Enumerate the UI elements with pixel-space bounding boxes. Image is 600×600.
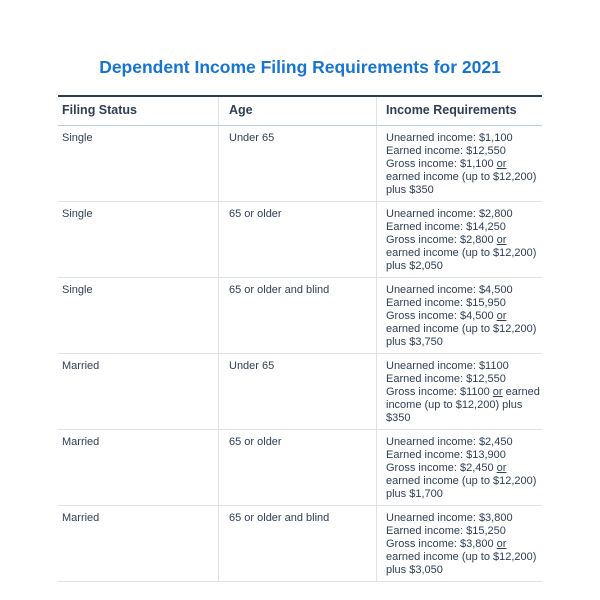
gross-text-post: earned income (up to $12,200) plus $2,05… — [386, 247, 537, 272]
gross-text-pre: Gross income: $3,800 — [386, 538, 497, 550]
income-cell: Unearned income: $3,800 Earned income: $… — [376, 506, 542, 581]
column-header-income-requirements: Income Requirements — [376, 97, 542, 125]
table-row: Single 65 or older Unearned income: $2,8… — [58, 202, 542, 278]
gross-text-pre: Gross income: $2,800 — [386, 234, 497, 246]
income-cell: Unearned income: $2,800 Earned income: $… — [376, 202, 542, 277]
income-cell: Unearned income: $4,500 Earned income: $… — [376, 278, 542, 353]
income-line-gross: Gross income: $1100 or earned income (up… — [386, 386, 540, 425]
income-line-earned: Earned income: $14,250 — [386, 221, 506, 233]
income-line-earned: Earned income: $15,950 — [386, 297, 506, 309]
age-cell: 65 or older and blind — [218, 278, 376, 353]
income-line-unearned: Unearned income: $1,100 — [386, 132, 513, 144]
table-row: Married Under 65 Unearned income: $1100 … — [58, 354, 542, 430]
table-row: Single 65 or older and blind Unearned in… — [58, 278, 542, 354]
filing-status-cell: Single — [62, 208, 93, 220]
income-cell: Unearned income: $2,450 Earned income: $… — [376, 430, 542, 505]
or-emphasis: or — [496, 310, 507, 322]
gross-text-pre: Gross income: $1,100 — [386, 158, 497, 170]
income-line-unearned: Unearned income: $2,450 — [386, 436, 513, 448]
or-emphasis: or — [496, 234, 507, 246]
filing-status-cell: Married — [62, 512, 100, 524]
income-line-gross: Gross income: $1,100 or earned income (u… — [386, 158, 540, 197]
gross-text-pre: Gross income: $1100 — [386, 386, 493, 398]
income-line-earned: Earned income: $13,900 — [386, 449, 506, 461]
gross-text-post: earned income (up to $12,200) plus $3,75… — [386, 323, 537, 348]
filing-status-cell: Single — [62, 284, 93, 296]
income-line-earned: Earned income: $12,550 — [386, 373, 506, 385]
column-header-age: Age — [218, 97, 376, 125]
age-cell: 65 or older and blind — [218, 506, 376, 581]
income-line-gross: Gross income: $4,500 or earned income (u… — [386, 310, 540, 349]
or-emphasis: or — [496, 158, 507, 170]
income-line-unearned: Unearned income: $3,800 — [386, 512, 513, 524]
age-cell: Under 65 — [218, 126, 376, 201]
gross-text-pre: Gross income: $2,450 — [386, 462, 497, 474]
income-line-unearned: Unearned income: $1100 — [386, 360, 509, 372]
filing-status-cell: Married — [62, 360, 100, 372]
page: Dependent Income Filing Requirements for… — [58, 57, 542, 582]
income-line-gross: Gross income: $3,800 or earned income (u… — [386, 538, 540, 577]
income-line-earned: Earned income: $12,550 — [386, 145, 506, 157]
filing-status-cell: Single — [62, 132, 93, 144]
table-header-row: Filing Status Age Income Requirements — [58, 95, 542, 126]
income-line-unearned: Unearned income: $4,500 — [386, 284, 513, 296]
table-row: Married 65 or older and blind Unearned i… — [58, 506, 542, 582]
filing-status-cell: Married — [62, 436, 100, 448]
page-title: Dependent Income Filing Requirements for… — [99, 57, 501, 77]
gross-text-post: earned income (up to $12,200) plus $1,70… — [386, 475, 537, 500]
filing-requirements-table: Filing Status Age Income Requirements Si… — [58, 95, 542, 582]
or-emphasis: or — [492, 386, 503, 398]
income-line-gross: Gross income: $2,450 or earned income (u… — [386, 462, 540, 501]
income-line-gross: Gross income: $2,800 or earned income (u… — [386, 234, 540, 273]
age-cell: Under 65 — [218, 354, 376, 429]
gross-text-post: earned income (up to $12,200) plus $350 — [386, 171, 537, 196]
income-line-unearned: Unearned income: $2,800 — [386, 208, 513, 220]
age-cell: 65 or older — [218, 202, 376, 277]
age-cell: 65 or older — [218, 430, 376, 505]
table-row: Single Under 65 Unearned income: $1,100 … — [58, 126, 542, 202]
income-cell: Unearned income: $1,100 Earned income: $… — [376, 126, 542, 201]
table-row: Married 65 or older Unearned income: $2,… — [58, 430, 542, 506]
or-emphasis: or — [496, 462, 507, 474]
income-cell: Unearned income: $1100 Earned income: $1… — [376, 354, 542, 429]
income-line-earned: Earned income: $15,250 — [386, 525, 506, 537]
gross-text-post: earned income (up to $12,200) plus $3,05… — [386, 551, 537, 576]
gross-text-pre: Gross income: $4,500 — [386, 310, 497, 322]
or-emphasis: or — [496, 538, 507, 550]
gross-text-post: earned income (up to $12,200) plus $350 — [386, 386, 540, 424]
column-header-filing-status: Filing Status — [62, 103, 137, 117]
